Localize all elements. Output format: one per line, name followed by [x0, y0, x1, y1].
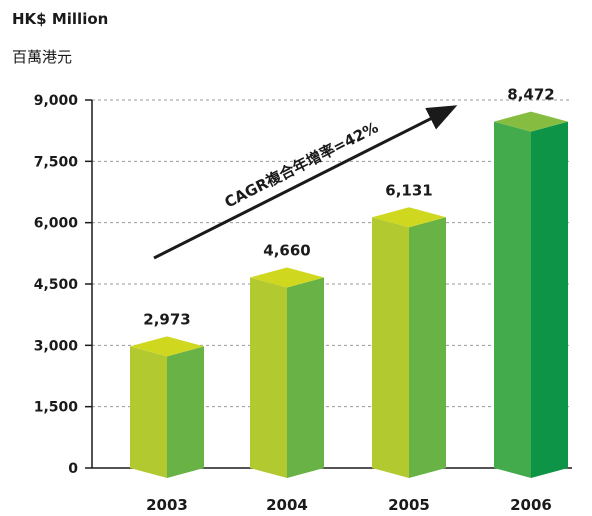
bar-front-face — [372, 217, 409, 478]
bar-top-face — [372, 207, 446, 228]
bar-2006 — [494, 111, 568, 479]
value-label: 8,472 — [507, 86, 554, 104]
bar-side-face — [531, 121, 568, 479]
x-tick-label: 2006 — [510, 496, 552, 514]
bar-2003 — [130, 336, 204, 478]
y-tick-label: 3,000 — [34, 338, 79, 354]
cagr-label: CAGR複合年增率=42% — [222, 118, 382, 211]
cagr-arrow — [153, 105, 458, 260]
chart-subtitle: 百萬港元 — [12, 48, 73, 66]
value-label: 2,973 — [143, 310, 190, 328]
y-tick-label: 1,500 — [34, 400, 79, 416]
bars — [130, 111, 568, 479]
y-tick-label: 0 — [68, 461, 78, 477]
x-tick-labels: 2003 2004 2005 2006 — [146, 496, 552, 514]
y-tick-label: 9,000 — [34, 93, 79, 109]
y-tick-label: 7,500 — [34, 154, 79, 170]
bar-side-face — [167, 346, 204, 478]
bar-2004 — [250, 267, 324, 478]
y-tick-labels: 0 1,500 3,000 4,500 6,000 7,500 9,000 — [34, 93, 79, 477]
value-label: 6,131 — [385, 181, 432, 199]
value-label: 4,660 — [263, 241, 310, 259]
x-tick-label: 2003 — [146, 496, 188, 514]
x-tick-label: 2005 — [388, 496, 430, 514]
bar-top-face — [130, 336, 204, 357]
bar-front-face — [494, 121, 531, 479]
y-tick-label: 6,000 — [34, 216, 79, 232]
bar-front-face — [130, 346, 167, 478]
bar-side-face — [409, 217, 446, 478]
bar-front-face — [250, 277, 287, 478]
bar-top-face — [494, 111, 568, 132]
bar-2005 — [372, 207, 446, 478]
value-labels: 2,973 4,660 6,131 8,472 — [143, 86, 554, 329]
chart-title: HK$ Million — [12, 10, 109, 28]
x-tick-label: 2004 — [266, 496, 308, 514]
bar-side-face — [287, 277, 324, 478]
bar-top-face — [250, 267, 324, 288]
y-tick-label: 4,500 — [34, 277, 79, 293]
